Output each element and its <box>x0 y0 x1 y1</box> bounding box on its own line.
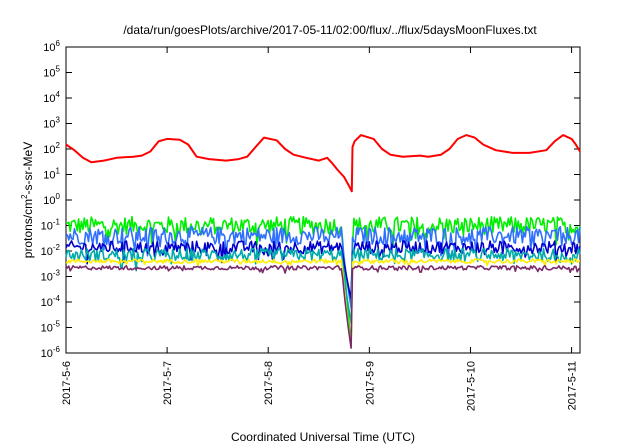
y-axis-title: protons/cm2-s-sr-MeV <box>20 142 35 258</box>
series-line-4 <box>65 240 581 300</box>
x-axis: 2017-5-6 2017-5-7 2017-5-8 2017-5-9 2017-5-1… <box>61 47 579 411</box>
y-tick-label: 103 <box>43 116 60 131</box>
y-tick-label: 101 <box>43 167 60 182</box>
series-line-3 <box>65 225 581 309</box>
y-axis: 10-6 10-5 10-4 10-3 10-2 10-1 100 101 102 103 104 1… <box>41 39 580 360</box>
series-line-1 <box>65 134 581 193</box>
y-tick-label: 10-1 <box>41 218 61 233</box>
y-tick-label: 106 <box>43 39 60 54</box>
y-tick-label: 100 <box>43 192 60 207</box>
series-group <box>65 134 581 349</box>
x-tick-label: 2017-5-10 <box>465 361 477 411</box>
y-tick-label: 105 <box>43 65 60 80</box>
x-tick-label: 2017-5-6 <box>61 361 73 405</box>
y-tick-label: 102 <box>43 141 60 156</box>
x-tick-label: 2017-5-7 <box>162 361 174 405</box>
series-line-5 <box>65 247 581 325</box>
y-tick-label: 10-5 <box>41 320 61 335</box>
series-line-6 <box>65 258 580 349</box>
y-tick-label: 104 <box>43 90 60 105</box>
x-tick-label: 2017-5-9 <box>364 361 376 405</box>
chart-title: /data/run/goesPlots/archive/2017-05-11/0… <box>123 23 537 37</box>
y-tick-label: 10-6 <box>41 345 61 360</box>
plot-frame <box>65 46 581 354</box>
x-tick-label: 2017-5-8 <box>263 361 275 405</box>
y-tick-label: 10-2 <box>41 243 61 258</box>
y-tick-label: 10-4 <box>41 294 61 309</box>
y-tick-label: 10-3 <box>41 269 61 284</box>
x-tick-label: 2017-5-11 <box>567 361 579 410</box>
series-line-7 <box>65 264 581 349</box>
x-axis-title: Coordinated Universal Time (UTC) <box>231 430 415 444</box>
